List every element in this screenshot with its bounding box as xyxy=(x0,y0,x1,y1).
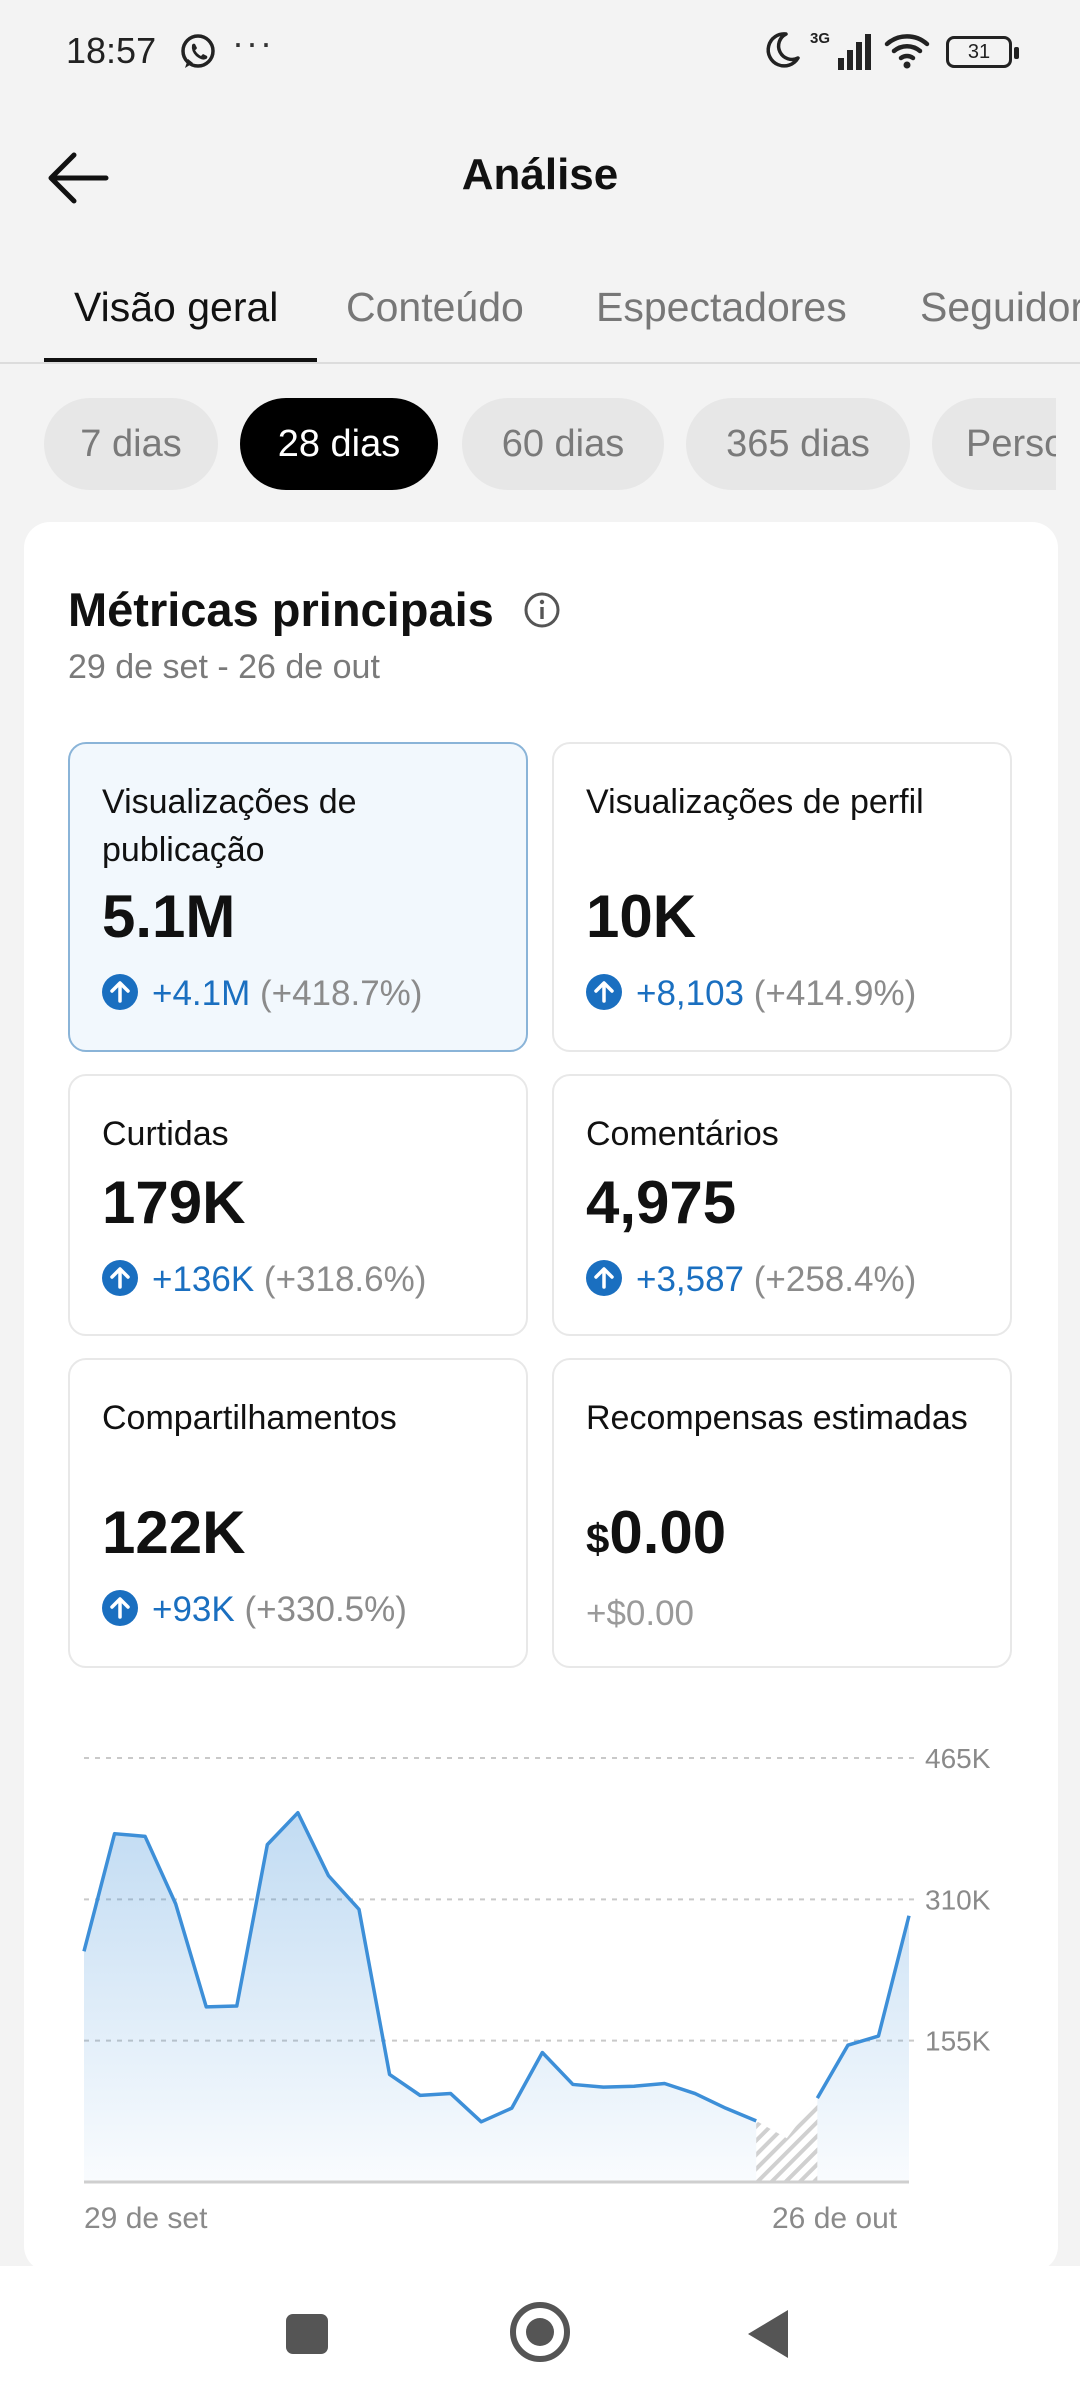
metric-shares[interactable]: Compartilhamentos 122K +93K (+330.5%) xyxy=(68,1358,528,1668)
y-tick-label: 155K xyxy=(925,2026,991,2057)
tab-content[interactable]: Conteúdo xyxy=(346,284,524,330)
signal-icon xyxy=(838,34,871,70)
metric-change: +93K (+330.5%) xyxy=(102,1590,407,1630)
metric-percent: (+318.6%) xyxy=(263,1260,427,1299)
tab-bar: Visão geral Conteúdo Espectadores Seguid… xyxy=(0,270,1080,364)
y-tick-label: 310K xyxy=(925,1884,991,1915)
system-navigation-bar xyxy=(0,2266,1080,2400)
views-chart-svg: 465K 310K 155K xyxy=(82,1743,991,2184)
metric-delta: +3,587 xyxy=(636,1260,745,1299)
metric-value: 122K xyxy=(102,1499,246,1566)
x-axis-end-label: 26 de out xyxy=(772,2202,898,2235)
metric-delta: +136K xyxy=(152,1260,255,1299)
metric-change: +$0.00 xyxy=(586,1594,695,1633)
battery-icon: 31 xyxy=(946,36,1019,68)
chip-7-days[interactable]: 7 dias xyxy=(44,398,218,490)
system-back-button[interactable] xyxy=(748,2310,788,2358)
arrow-up-icon xyxy=(586,1260,622,1296)
network-type: 3G xyxy=(810,30,831,47)
chip-365-days[interactable]: 365 dias xyxy=(686,398,910,490)
metric-post-views[interactable]: Visualizações de publicação 5.1M +4.1M (… xyxy=(68,742,528,1052)
metric-value: 179K xyxy=(102,1169,246,1236)
info-icon[interactable] xyxy=(522,590,562,630)
more-notifications-icon: ··· xyxy=(232,22,274,63)
metric-delta: +8,103 xyxy=(636,974,745,1013)
card-title: Métricas principais xyxy=(68,583,494,636)
series-line-tail xyxy=(815,1915,911,2099)
area-fill xyxy=(84,1812,909,2182)
metric-label: Visualizações de publicação xyxy=(102,783,357,869)
key-metrics-card: Métricas principais 29 de set - 26 de ou… xyxy=(24,522,1058,2272)
page-title: Análise xyxy=(461,150,619,199)
whatsapp-icon xyxy=(181,34,215,68)
metric-change: +8,103 (+414.9%) xyxy=(586,974,916,1014)
arrow-up-icon xyxy=(586,974,622,1010)
status-time: 18:57 xyxy=(66,30,157,71)
recents-button[interactable] xyxy=(286,2314,328,2354)
tab-overview[interactable]: Visão geral xyxy=(74,284,279,330)
metric-delta: +4.1M xyxy=(152,974,251,1013)
currency-symbol: $ xyxy=(586,1515,610,1562)
arrow-up-icon xyxy=(102,1590,138,1626)
metric-change: +4.1M (+418.7%) xyxy=(102,974,422,1014)
metric-change: +136K (+318.6%) xyxy=(102,1260,426,1300)
arrow-up-icon xyxy=(102,974,138,1010)
date-range: 29 de set - 26 de out xyxy=(68,648,380,686)
wifi-icon xyxy=(884,34,930,69)
metric-label: Visualizações de perfil xyxy=(586,783,924,821)
date-range-chips: 7 dias 28 dias 60 dias 365 dias Personal… xyxy=(44,398,1056,490)
home-button[interactable] xyxy=(510,2302,570,2362)
y-tick-label: 465K xyxy=(925,1743,991,1774)
metric-label: Recompensas estimadas xyxy=(586,1399,968,1437)
metric-percent: (+418.7%) xyxy=(259,974,423,1013)
metric-percent: (+414.9%) xyxy=(753,974,917,1013)
tab-followers[interactable]: Seguidores xyxy=(920,284,1080,330)
moon-icon xyxy=(766,32,800,68)
incomplete-data-hatch xyxy=(756,2098,818,2182)
metric-value: $0.00 xyxy=(586,1498,726,1567)
back-arrow-icon[interactable] xyxy=(44,146,112,210)
status-bar: 18:57 ··· 3G 31 xyxy=(0,0,1080,100)
x-axis-start-label: 29 de set xyxy=(84,2202,208,2235)
metric-label: Compartilhamentos xyxy=(102,1399,397,1437)
metric-percent: (+258.4%) xyxy=(753,1260,917,1299)
metric-value: 5.1M xyxy=(102,883,236,950)
chip-custom[interactable]: Personalizado xyxy=(932,398,1056,490)
metric-value: 4,975 xyxy=(586,1169,737,1236)
metric-amount: 0.00 xyxy=(609,1499,727,1566)
metric-value: 10K xyxy=(586,883,697,950)
metric-estimated-rewards[interactable]: Recompensas estimadas $0.00 +$0.00 xyxy=(552,1358,1012,1668)
metric-change: +3,587 (+258.4%) xyxy=(586,1260,916,1300)
metric-label: Comentários xyxy=(586,1115,779,1153)
metric-percent: (+330.5%) xyxy=(244,1590,407,1629)
metric-comments[interactable]: Comentários 4,975 +3,587 (+258.4%) xyxy=(552,1074,1012,1336)
metric-profile-views[interactable]: Visualizações de perfil 10K +8,103 (+414… xyxy=(552,742,1012,1052)
arrow-up-icon xyxy=(102,1260,138,1296)
series-line xyxy=(82,1810,757,2124)
metric-delta: +93K xyxy=(152,1590,235,1629)
chip-28-days[interactable]: 28 dias xyxy=(240,398,438,490)
tab-viewers[interactable]: Espectadores xyxy=(596,284,847,330)
views-chart[interactable]: 465K 310K 155K 29 de set 26 de out xyxy=(24,1682,1058,2272)
battery-level: 31 xyxy=(967,41,991,63)
chip-60-days[interactable]: 60 dias xyxy=(462,398,664,490)
metric-likes[interactable]: Curtidas 179K +136K (+318.6%) xyxy=(68,1074,528,1336)
metric-label: Curtidas xyxy=(102,1115,229,1153)
active-tab-indicator xyxy=(44,358,317,362)
